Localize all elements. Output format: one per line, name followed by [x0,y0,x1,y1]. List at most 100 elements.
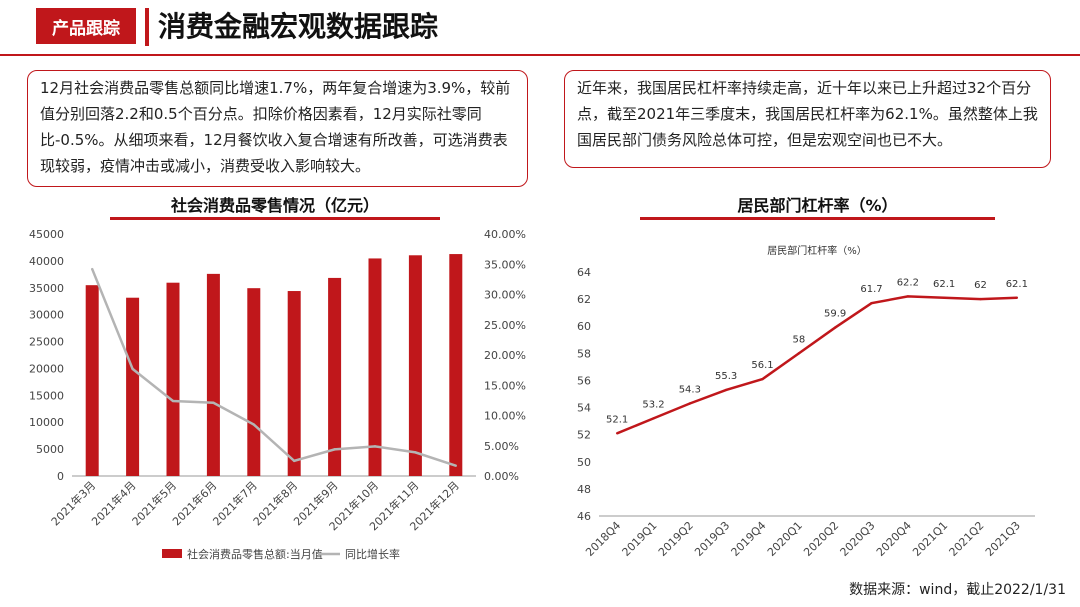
leverage-data-label: 53.2 [642,399,664,410]
retail-bar [287,291,301,476]
retail-bar [408,255,422,476]
leverage-inner-title: 居民部门杠杆率（%） [767,244,867,257]
legend-line-label: 同比增长率 [345,547,400,561]
leverage-y-tick: 64 [577,266,591,279]
retail-right-tick: 20.00% [484,349,526,362]
leverage-data-label: 62.1 [1006,279,1028,290]
leverage-x-tick: 2021Q1 [910,519,950,559]
retail-right-tick: 40.00% [484,228,526,241]
retail-growth-point [414,451,417,454]
leverage-point [1015,296,1019,299]
leverage-data-label: 55.3 [715,371,737,382]
leverage-x-tick: 2020Q4 [874,519,914,559]
retail-bar [328,277,342,476]
leverage-point [797,352,801,355]
leverage-data-label: 58 [792,334,805,345]
summary-box-leverage: 近年来，我国居民杠杆率持续走高，近十年以来已上升超过32个百分点，截至2021年… [564,70,1051,168]
retail-growth-point [171,399,175,403]
header-tag: 产品跟踪 [36,8,136,44]
leverage-y-tick: 60 [577,320,591,333]
retail-growth-point [91,267,94,271]
leverage-y-tick: 50 [577,456,591,469]
leverage-point [761,377,764,381]
retail-chart-title-underline [110,217,440,220]
leverage-point [906,295,910,298]
leverage-data-label: 56.1 [751,360,773,371]
header-divider [145,8,149,46]
leverage-data-label: 54.3 [679,384,701,395]
leverage-data-label: 52.1 [606,414,628,425]
retail-right-tick: 5.00% [484,440,519,453]
leverage-line [616,295,1017,435]
retail-right-tick: 35.00% [484,258,526,271]
leverage-chart-title: 居民部门杠杆率（%） [737,196,898,215]
retail-growth-line [91,268,457,467]
leverage-point [652,417,655,420]
leverage-y-tick: 46 [577,510,591,523]
retail-bar [368,258,382,476]
retail-right-tick: 25.00% [484,319,526,332]
leverage-data-label: 62 [974,280,987,291]
retail-chart-title: 社会消费品零售情况（亿元） [170,196,379,215]
retail-left-tick: 20000 [29,362,64,375]
retail-bar [166,282,180,476]
retail-left-tick: 25000 [29,336,64,349]
page-title: 消费金融宏观数据跟踪 [158,10,439,43]
leverage-data-label: 62.2 [897,277,919,288]
retail-right-tick: 15.00% [484,379,526,392]
retail-bar [449,254,463,476]
retail-bar [126,297,140,476]
retail-left-tick: 0 [57,470,64,483]
retail-left-tick: 30000 [29,309,64,322]
leverage-x-tick: 2019Q3 [692,519,732,559]
retail-left-tick: 10000 [29,416,64,429]
leverage-x-tick: 2018Q4 [583,519,623,559]
retail-bar [85,285,99,476]
leverage-point [615,432,619,435]
data-source: 数据来源：wind，截止2022/1/31 [849,582,1066,598]
leverage-point [870,301,873,305]
leverage-y-tick: 52 [577,429,591,442]
leverage-chart-title-underline [640,217,995,220]
leverage-data-label: 61.7 [860,284,882,295]
leverage-x-tick: 2019Q1 [620,519,660,559]
leverage-point [942,296,946,299]
legend-bar-label: 社会消费品零售总额:当月值 [187,547,323,561]
leverage-y-tick: 62 [577,293,591,306]
retail-bar [206,273,220,476]
leverage-y-tick: 54 [577,402,591,415]
legend-bar-swatch [162,549,182,558]
summary-box-retail: 12月社会消费品零售总额同比增速1.7%，两年复合增速为3.9%，较前值分别回落… [27,70,528,187]
retail-growth-point [454,464,457,467]
leverage-point [724,388,728,392]
leverage-x-tick: 2019Q4 [729,519,769,559]
retail-growth-point [333,448,336,451]
retail-left-tick: 40000 [29,255,64,268]
retail-left-tick: 5000 [36,443,64,456]
leverage-x-tick: 2019Q2 [656,519,696,559]
retail-growth-point [212,401,215,404]
leverage-x-tick: 2020Q3 [838,519,878,559]
leverage-point [833,326,837,329]
retail-right-tick: 0.00% [484,470,519,483]
retail-growth-point [293,459,296,463]
leverage-x-tick: 2021Q2 [947,519,987,559]
retail-left-tick: 45000 [29,228,64,241]
leverage-point [688,402,692,405]
leverage-y-tick: 58 [577,347,591,360]
leverage-x-tick: 2020Q1 [765,519,805,559]
retail-left-tick: 35000 [29,282,64,295]
leverage-data-label: 59.9 [824,309,846,320]
leverage-x-tick: 2021Q3 [983,519,1023,559]
header-underline [0,54,1080,56]
leverage-y-tick: 48 [577,483,591,496]
retail-growth-point [252,423,255,426]
leverage-data-label: 62.1 [933,279,955,290]
retail-left-tick: 15000 [29,389,64,402]
leverage-x-tick: 2020Q2 [801,519,841,559]
retail-right-tick: 30.00% [484,289,526,302]
retail-growth-point [373,445,377,448]
retail-right-tick: 10.00% [484,410,526,423]
